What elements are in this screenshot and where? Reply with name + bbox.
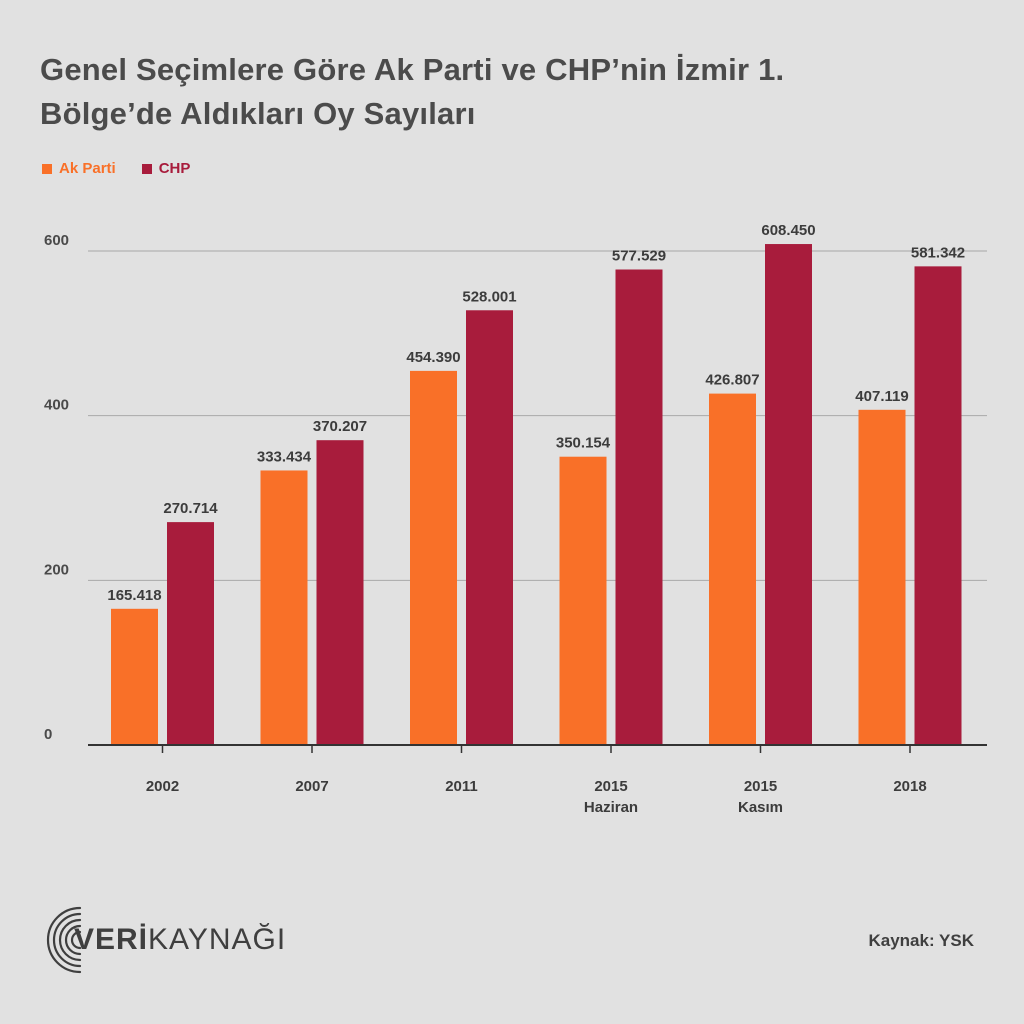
legend-label-ak-parti: Ak Parti xyxy=(59,160,116,177)
x-tick-label: 2007 xyxy=(295,778,328,795)
data-label-chp: 577.529 xyxy=(612,248,666,265)
legend-item-chp: CHP xyxy=(141,160,191,177)
chart-title-line-2: Bölge’de Aldıkları Oy Sayıları xyxy=(40,96,476,131)
bar-ak-parti xyxy=(260,470,308,745)
y-tick-label: 600 xyxy=(44,232,69,249)
bar-ak-parti xyxy=(709,393,756,745)
x-tick-label: Kasım xyxy=(738,799,783,816)
data-label-chp: 370.207 xyxy=(313,418,367,435)
data-label-chp: 608.450 xyxy=(761,222,815,239)
chart-title-line-1: Genel Seçimlere Göre Ak Parti ve CHP’nin… xyxy=(40,52,785,87)
data-label-chp: 270.714 xyxy=(163,500,218,517)
bar-chp xyxy=(167,522,214,745)
bar-chp xyxy=(316,440,364,745)
chart-title: Genel Seçimlere Göre Ak Parti ve CHP’nin… xyxy=(40,48,1000,136)
data-label-chp: 528.001 xyxy=(462,288,516,305)
data-label-ak-parti: 454.390 xyxy=(406,349,460,366)
legend-item-ak-parti: Ak Parti xyxy=(42,160,116,177)
legend-swatch-chp xyxy=(141,163,152,174)
x-tick-label: 2018 xyxy=(893,778,926,795)
data-label-chp: 581.342 xyxy=(911,244,965,261)
logo-arcs-icon xyxy=(46,906,82,974)
bar-ak-parti xyxy=(858,409,906,745)
bar-chp xyxy=(466,310,513,745)
y-tick-label: 200 xyxy=(44,561,69,578)
logo-text-light: KAYNAĞI xyxy=(148,923,287,956)
data-label-ak-parti: 165.418 xyxy=(107,587,161,604)
bar-ak-parti xyxy=(410,370,457,745)
chart-legend: Ak Parti CHP xyxy=(42,160,190,177)
data-label-ak-parti: 407.119 xyxy=(855,388,908,405)
logo-text: VERİKAYNAĞI xyxy=(74,923,286,957)
logo-text-bold: VERİ xyxy=(74,923,149,956)
x-tick-label: 2015 xyxy=(594,778,627,795)
bar-chp xyxy=(914,266,962,745)
veri-kaynagi-logo: VERİKAYNAĞI xyxy=(40,900,300,980)
legend-label-chp: CHP xyxy=(158,160,191,177)
y-tick-label: 0 xyxy=(44,726,52,743)
bar-chp xyxy=(615,269,663,745)
data-label-ak-parti: 426.807 xyxy=(705,372,759,389)
bar-chp xyxy=(765,244,812,745)
legend-swatch-ak-parti xyxy=(42,163,52,174)
y-tick-label: 400 xyxy=(44,397,69,414)
source-note: Kaynak: YSK xyxy=(868,931,974,950)
bar-ak-parti xyxy=(559,456,607,745)
x-tick-label: 2002 xyxy=(146,778,179,795)
data-label-ak-parti: 333.434 xyxy=(257,448,312,465)
x-tick-label: 2011 xyxy=(445,778,478,795)
bar-ak-parti xyxy=(111,608,158,745)
x-tick-label: 2015 xyxy=(744,778,777,795)
data-label-ak-parti: 350.154 xyxy=(556,435,611,452)
x-tick-label: Haziran xyxy=(584,799,638,816)
